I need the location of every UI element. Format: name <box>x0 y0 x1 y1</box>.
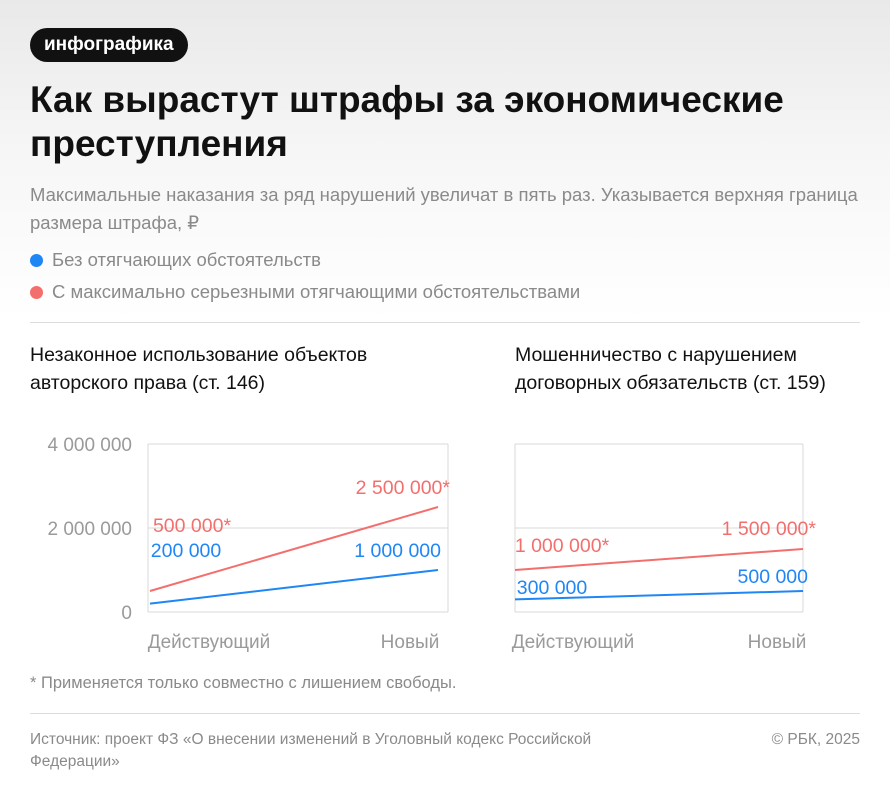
page-title: Как вырастут штрафы за экономические пре… <box>30 79 784 164</box>
legend-label: С максимально серьезными отягчающими обс… <box>52 281 581 302</box>
x-tick-label: Действующий <box>148 632 271 653</box>
data-label: 1 000 000 <box>354 540 441 562</box>
data-label: 1 000 000* <box>515 535 610 557</box>
data-label: 500 000* <box>153 515 231 537</box>
series-line <box>149 569 439 605</box>
legend-blue-dot-icon <box>30 254 43 267</box>
data-label: 200 000 <box>151 540 222 562</box>
legend-label: Без отягчающих обстоятельств <box>52 249 321 270</box>
series-line <box>514 548 804 571</box>
x-tick-label: Новый <box>381 632 440 653</box>
x-tick-label: Новый <box>748 632 807 653</box>
charts-svg: 0 2 000 000 4 000 000 Действующий Новый 200 0… <box>47 435 817 653</box>
legend-item-max-aggravating: С максимально серьезными отягчающими обс… <box>30 280 860 304</box>
data-label: 2 500 000* <box>356 477 451 499</box>
source-note: Источник: проект ФЗ «О внесении изменени… <box>30 731 592 770</box>
y-tick-label: 2 000 000 <box>47 519 132 540</box>
y-tick-label: 4 000 000 <box>47 435 132 456</box>
data-label: 300 000 <box>517 577 588 599</box>
data-label: 1 500 000* <box>722 518 817 540</box>
chart-title-fraud: Мошенничество с нарушением договорных об… <box>515 344 826 394</box>
legend-red-dot-icon <box>30 286 43 299</box>
series-line <box>149 506 439 592</box>
legend-item-no-aggravating: Без отягчающих обстоятельств <box>30 248 860 272</box>
y-tick-label: 0 <box>121 603 132 624</box>
copyright: © РБК, 2025 <box>771 731 860 748</box>
top-divider <box>30 322 860 323</box>
footnote: * Применяется только совместно с лишение… <box>30 674 457 692</box>
x-tick-label: Действующий <box>512 632 635 653</box>
series-line <box>514 590 804 601</box>
bottom-divider <box>30 713 860 714</box>
data-label: 500 000 <box>738 566 809 588</box>
category-badge: инфографика <box>30 28 188 62</box>
chart-title-copyright: Незаконное использование объектов авторс… <box>30 344 368 394</box>
subtitle: Максимальные наказания за ряд нарушений … <box>30 184 858 233</box>
